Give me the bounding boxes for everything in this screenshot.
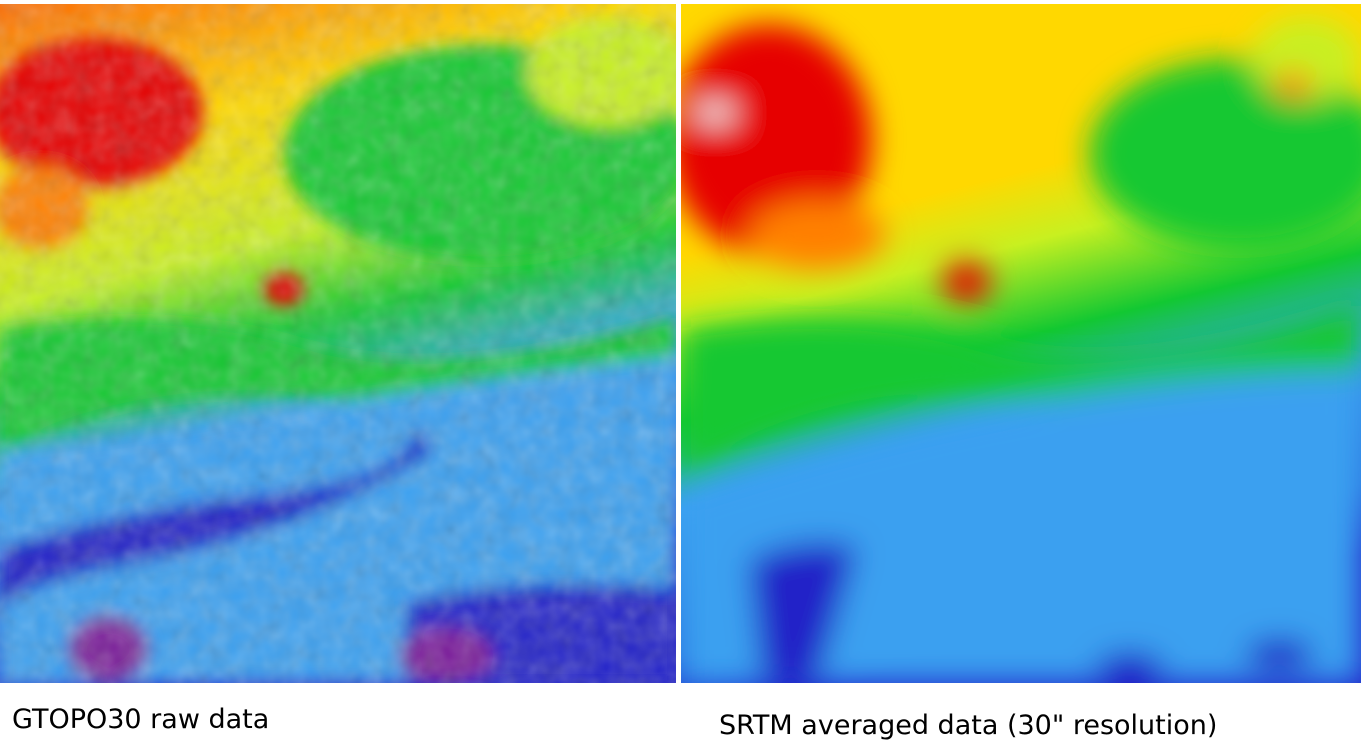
panel-divider	[676, 0, 681, 686]
srtm-elevation-raster	[681, 4, 1361, 683]
gtopo30-elevation-raster	[0, 4, 676, 683]
srtm-elevation-map	[681, 4, 1361, 683]
gtopo30-elevation-map	[0, 4, 676, 683]
srtm-caption: SRTM averaged data (30" resolution)	[719, 710, 1218, 741]
gtopo30-caption: GTOPO30 raw data	[12, 704, 270, 735]
